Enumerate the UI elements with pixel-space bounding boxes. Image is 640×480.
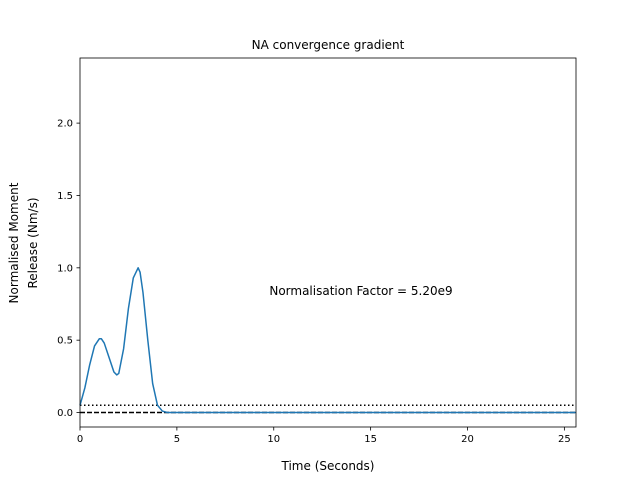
y-tick-label: 2.0 [57, 119, 73, 130]
x-tick-label: 25 [558, 434, 571, 445]
x-axis-label: Time (Seconds) [281, 459, 375, 473]
x-tick-label: 10 [267, 434, 280, 445]
normalisation-annotation: Normalisation Factor = 5.20e9 [269, 284, 452, 298]
x-tick-label: 5 [174, 434, 180, 445]
x-tick-label: 20 [461, 434, 474, 445]
y-tick-label: 0.0 [57, 408, 73, 419]
y-tick-label: 1.0 [57, 263, 73, 274]
plot-frame [79, 57, 577, 428]
x-tick-label: 15 [364, 434, 377, 445]
y-tick-label: 0.5 [57, 336, 73, 347]
chart-title: NA convergence gradient [252, 38, 405, 52]
series-line-0 [79, 267, 576, 414]
y-axis-label-line-2: Release (Nm/s) [26, 197, 40, 288]
plot-area: 0 5 10 15 20 25 0.0 0.5 1.0 1.5 2.0 [57, 57, 577, 445]
y-tick-label: 1.5 [57, 191, 73, 202]
y-axis-label: Normalised Moment Release (Nm/s) [7, 182, 40, 303]
x-tick-label: 0 [77, 434, 83, 445]
y-axis-label-line-1: Normalised Moment [7, 182, 21, 303]
